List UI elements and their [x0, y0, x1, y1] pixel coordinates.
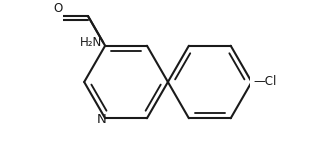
Text: N: N [97, 113, 106, 126]
Text: O: O [54, 2, 63, 15]
Text: H₂N: H₂N [80, 36, 102, 49]
Text: —Cl: —Cl [253, 75, 277, 89]
